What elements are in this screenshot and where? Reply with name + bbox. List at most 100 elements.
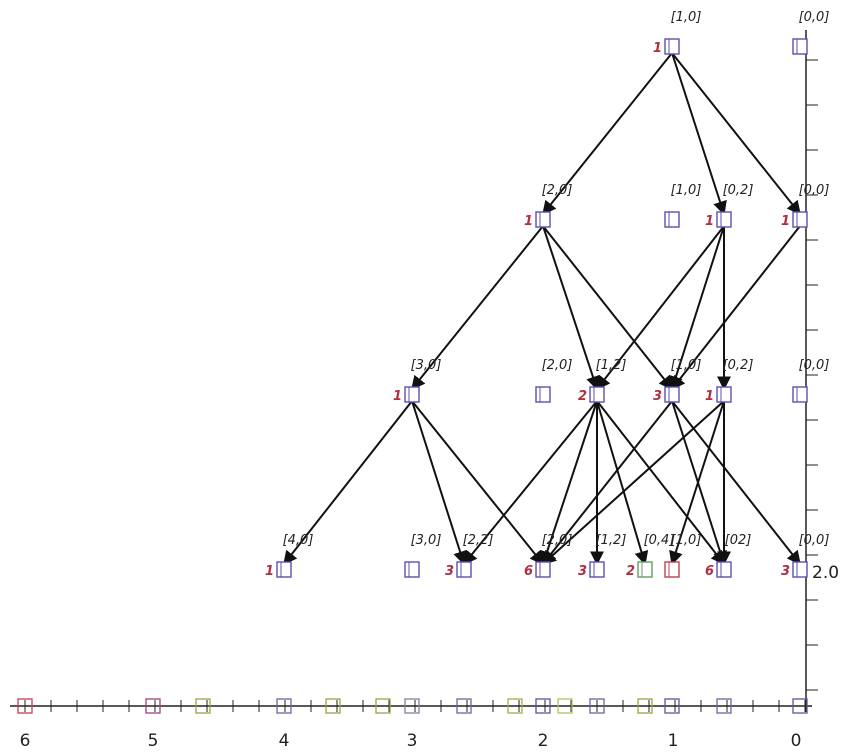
node-count: 1 [705, 214, 714, 229]
node-label: [0,2] [723, 358, 754, 373]
axis-square [664, 698, 680, 714]
axis-square [17, 698, 33, 714]
x-axis-label: 6 [20, 731, 31, 751]
axis-square [404, 698, 420, 714]
node-label: [02] [725, 533, 752, 548]
node [716, 386, 732, 403]
edge-arrow [542, 52, 673, 216]
edge-arrow [596, 400, 725, 566]
node [535, 561, 551, 578]
axis-square [325, 698, 341, 714]
node [792, 38, 808, 55]
node-label: [0,0] [799, 358, 830, 373]
node-count: 3 [781, 564, 790, 579]
node-label: [2,2] [463, 533, 494, 548]
axis-square [535, 698, 551, 714]
edge-arrow [669, 400, 725, 566]
node [664, 38, 680, 55]
node-label: [3,0] [411, 533, 442, 548]
node-label: [0,2] [723, 183, 754, 198]
node-count: 2 [626, 564, 635, 579]
node [404, 561, 420, 578]
node [535, 211, 551, 228]
x-axis-label: 3 [407, 731, 418, 751]
edge-arrow [542, 225, 600, 391]
node-label: [1,2] [596, 533, 627, 548]
axis-square [276, 698, 292, 714]
x-axis-label: 4 [279, 731, 290, 751]
node-count: 6 [705, 564, 714, 579]
axis-square [557, 698, 573, 714]
edge-arrow [411, 400, 467, 566]
node-count: 1 [705, 389, 714, 404]
edge-arrow [283, 400, 413, 566]
node-label: [0,0] [799, 183, 830, 198]
axis-square [456, 698, 472, 714]
edge-arrow [596, 225, 725, 391]
edge-arrow [669, 225, 725, 391]
node [404, 386, 420, 403]
node [589, 386, 605, 403]
node [792, 386, 808, 403]
axis-square [716, 698, 732, 714]
node-label: [1,0] [671, 533, 702, 548]
node [664, 386, 680, 403]
node-label: [0,4] [644, 533, 675, 548]
axis-square [589, 698, 605, 714]
node-count: 3 [653, 389, 662, 404]
x-axis-label: 5 [148, 731, 159, 751]
node-count: 2 [578, 389, 587, 404]
node [276, 561, 292, 578]
node-label: [3,0] [411, 358, 442, 373]
axis-square [792, 698, 808, 714]
node-label: [2,0] [542, 533, 573, 548]
node-count: 1 [524, 214, 533, 229]
node [792, 561, 808, 578]
node-count: 1 [393, 389, 402, 404]
node-label: [1,0] [671, 183, 702, 198]
axis-square [375, 698, 391, 714]
edge-arrow [542, 225, 673, 391]
edge-arrow [411, 225, 544, 391]
x-axis-label: 0 [791, 731, 802, 751]
node [716, 211, 732, 228]
node-label: [2,0] [542, 358, 573, 373]
axis-square [145, 698, 161, 714]
x-axis-label: 1 [668, 731, 679, 751]
axis-square [637, 698, 653, 714]
edge-arrow [463, 400, 598, 566]
node-label: [2,0] [542, 183, 573, 198]
node [589, 561, 605, 578]
node-count: 3 [578, 564, 587, 579]
node [637, 561, 653, 578]
edge-arrow [671, 225, 801, 391]
edge-arrow [541, 400, 725, 565]
edge-arrow [671, 52, 727, 216]
node-count: 1 [265, 564, 274, 579]
node-label: [0,0] [799, 10, 830, 25]
node-count: 6 [524, 564, 533, 579]
node-label: [0,0] [799, 533, 830, 548]
edge-arrow [540, 400, 598, 566]
node-label: [1,0] [671, 358, 702, 373]
node-label: [1,2] [596, 358, 627, 373]
axis-square [195, 698, 211, 714]
node-count: 1 [781, 214, 790, 229]
node [664, 561, 680, 578]
node [792, 211, 808, 228]
edge-arrow [411, 400, 544, 566]
node-label: [1,0] [671, 10, 702, 25]
node [535, 386, 551, 403]
edge-arrow [671, 52, 801, 216]
x-axis-label: 2 [538, 731, 549, 751]
node-count: 1 [653, 41, 662, 56]
edge-arrow [542, 400, 673, 566]
node [716, 561, 732, 578]
axis-square [507, 698, 523, 714]
edge-arrow [596, 400, 649, 566]
node [456, 561, 472, 578]
y-axis-label: 2.0 [812, 563, 839, 583]
node-label: [4,0] [283, 533, 314, 548]
node [664, 211, 680, 228]
